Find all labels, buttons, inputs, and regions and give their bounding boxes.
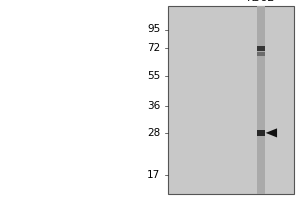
Text: 28: 28 [147,128,161,138]
Polygon shape [266,128,277,137]
Bar [256,46,265,51]
Text: 95: 95 [147,24,161,34]
Text: K562: K562 [246,0,275,3]
Text: 55: 55 [147,71,161,81]
Bar [256,6,265,194]
Bar [256,130,265,136]
Text: 17: 17 [147,170,161,180]
Text: 36: 36 [147,101,161,111]
Bar [168,6,294,194]
Bar [256,52,265,56]
Text: 72: 72 [147,43,161,53]
